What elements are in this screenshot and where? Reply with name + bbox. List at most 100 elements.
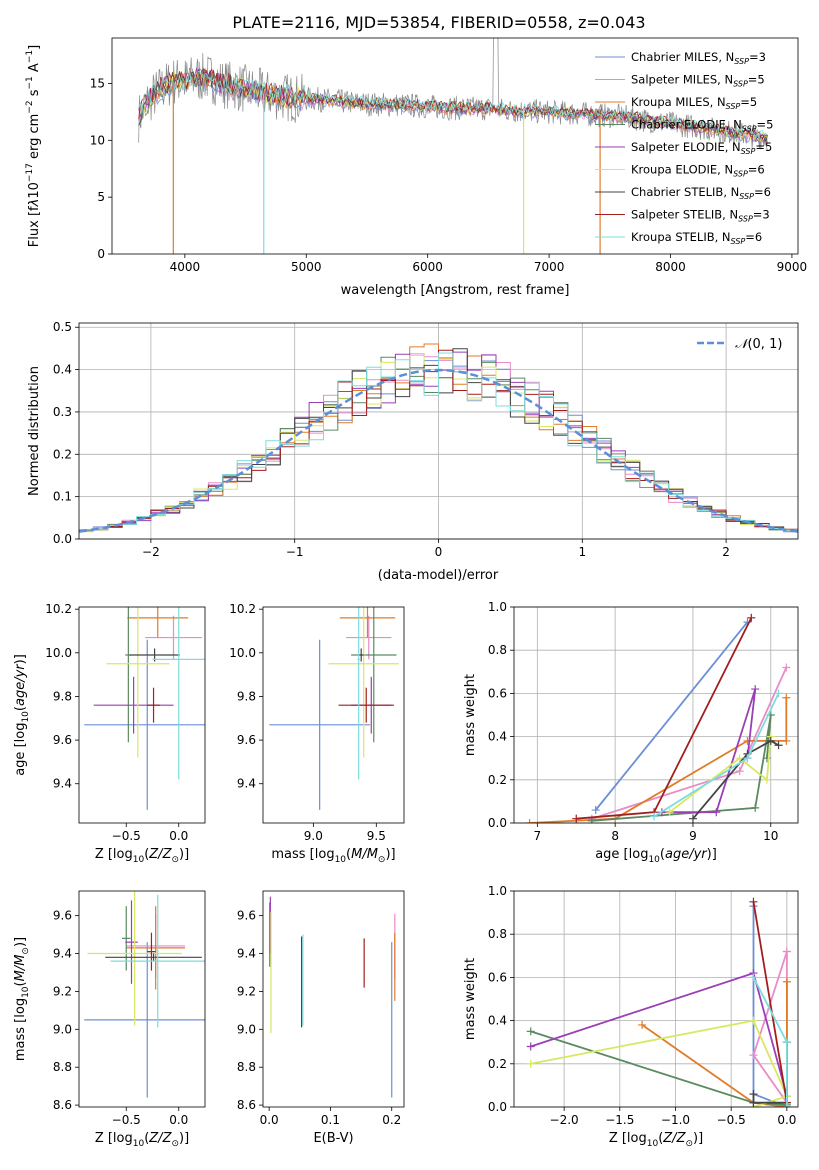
spectrum-x-axis-label: wavelength [Angstrom, rest frame] xyxy=(341,283,570,298)
y-tick-label: 10.2 xyxy=(229,602,256,616)
x-tick-label: 0.1 xyxy=(321,1113,340,1127)
y-tick-label: 0.8 xyxy=(488,643,507,657)
errorbar-point xyxy=(147,932,156,971)
mass_vs_ebv-x-axis-label: E(B-V) xyxy=(313,1131,353,1146)
legend-entry-label: Kroupa STELIB, NSSP=6 xyxy=(631,230,762,246)
residual-histogram-step xyxy=(79,352,798,531)
residuals-x-axis-label: (data-model)/error xyxy=(378,568,499,583)
errorbar-point xyxy=(339,607,396,638)
errorbar-point xyxy=(126,906,186,990)
chart-layer: 4000 5000 6000 7000 8000 9000051015wavelength… xyxy=(13,37,807,1149)
y-tick-label: 10 xyxy=(90,133,105,147)
mass-weight-marker xyxy=(751,803,760,812)
mass-weight-marker xyxy=(749,1016,758,1025)
x-tick-label: 7000 xyxy=(534,260,565,274)
errorbar-point xyxy=(338,687,394,723)
errorbar-point xyxy=(87,891,182,1026)
errorbar-point xyxy=(328,607,399,758)
axes-frame xyxy=(78,322,799,540)
mass-weight-marker xyxy=(774,741,783,750)
x-tick-label: 10 xyxy=(763,829,778,843)
errorbar-point xyxy=(105,953,202,962)
mass-weight-marker xyxy=(526,1059,535,1068)
mass-weight-marker xyxy=(782,977,791,986)
legend-entry-label: Chabrier ELODIE, NSSP=5 xyxy=(631,118,773,134)
legend-entry-label: Kroupa MILES, NSSP=5 xyxy=(631,95,757,111)
mass-weight-line xyxy=(653,693,780,818)
massweight_vs_age-y-axis-label: mass weight xyxy=(463,674,478,756)
mass-weight-marker xyxy=(591,806,600,815)
spectrum-model-line xyxy=(138,69,768,140)
y-tick-label: 0.5 xyxy=(53,320,72,334)
mass-weight-line xyxy=(530,1019,789,1107)
mass-weight-marker xyxy=(526,1027,535,1036)
x-tick-label: 7 xyxy=(534,829,542,843)
legend-entry-label: Salpeter STELIB, NSSP=3 xyxy=(631,208,770,224)
x-tick-label: 4000 xyxy=(170,260,201,274)
spectrum-y-axis-label: Flux [fλ10−17 erg cm−2 s−1 A−1] xyxy=(25,45,42,247)
y-tick-label: 1.0 xyxy=(488,600,507,614)
massweight_vs_age-plot-area xyxy=(525,613,791,823)
errorbar-point xyxy=(93,676,174,734)
x-tick-label: −1 xyxy=(286,545,304,559)
x-tick-label: −0.5 xyxy=(112,1113,141,1127)
age_vs_Z-x-axis-label: Z [log10(Z/Z⊙)] xyxy=(95,847,189,865)
mass-weight-marker xyxy=(762,775,771,784)
errorbar-point xyxy=(351,607,397,743)
age_vs_Z-axes: −0.5 0.0 9.4 9.6 9.8 10.0 10.2 Z [log10(Z/Z⊙)] a… xyxy=(13,602,206,865)
mass-weight-marker xyxy=(782,693,791,702)
legend-entry-label: Salpeter ELODIE, NSSP=5 xyxy=(631,140,772,156)
y-tick-label: 8.6 xyxy=(53,1098,72,1112)
errorbar-point xyxy=(152,607,205,780)
y-tick-label: 0.2 xyxy=(488,1057,507,1071)
mass-weight-marker xyxy=(749,973,758,982)
x-tick-label: 5000 xyxy=(291,260,322,274)
mass-weight-marker xyxy=(638,1020,647,1029)
mass-weight-marker xyxy=(749,1090,758,1099)
x-tick-label: −2.0 xyxy=(550,1113,579,1127)
mass-weight-marker xyxy=(747,613,756,622)
errorbar-point xyxy=(122,906,131,971)
y-tick-label: 9.2 xyxy=(53,984,72,998)
mass_vs_Z-axes: −0.5 0.0 8.6 8.8 9.0 9.2 9.4 9.6 Z [log10(Z/Z⊙)]… xyxy=(13,890,206,1149)
axes-frame xyxy=(513,606,799,824)
mass-weight-line xyxy=(530,971,788,1097)
mass-weight-marker xyxy=(735,754,744,763)
y-tick-label: 0.4 xyxy=(488,730,507,744)
mass-weight-marker xyxy=(749,1098,758,1107)
massweight_vs_age-axes: 7 8 9 10 0.0 0.2 0.4 0.6 0.8 1.0 age [log10(age/yr… xyxy=(463,600,799,865)
axes-frame xyxy=(78,890,206,1108)
x-tick-label: 0.0 xyxy=(260,1113,279,1127)
x-tick-label: 8 xyxy=(611,829,619,843)
x-tick-label: 0.2 xyxy=(382,1113,401,1127)
y-tick-label: 9.4 xyxy=(53,947,72,961)
massweight_vs_Z-y-axis-label: mass weight xyxy=(463,958,478,1040)
mass-weight-marker xyxy=(749,1051,758,1060)
y-tick-label: 0.2 xyxy=(488,773,507,787)
y-tick-label: 0.0 xyxy=(488,816,507,830)
y-tick-label: 10.0 xyxy=(229,646,256,660)
age_vs_mass-axes: 9.0 9.5 9.4 9.6 9.8 10.0 10.2 mass [log10(M/M⊙)… xyxy=(229,602,405,865)
residuals-plot-area xyxy=(79,343,798,533)
mass_vs_Z-y-axis-label: mass [log10(M/M⊙)] xyxy=(13,937,31,1061)
y-tick-label: 10.0 xyxy=(45,646,72,660)
mass_vs_ebv-axes: 0.0 0.1 0.2 8.6 8.8 9.0 9.2 9.4 9.6 E(B-V) xyxy=(237,890,405,1146)
x-tick-label: −1.0 xyxy=(661,1113,690,1127)
residuals-y-axis-label: Normed distribution xyxy=(27,366,42,496)
mass_vs_ebv-plot-area xyxy=(269,896,396,1098)
mass-weight-marker xyxy=(735,767,744,776)
y-tick-label: 0.3 xyxy=(53,405,72,419)
mass-weight-marker xyxy=(525,819,534,823)
axes-frame xyxy=(111,37,799,255)
y-tick-label: 9.8 xyxy=(237,689,256,703)
normal-distribution-curve xyxy=(79,368,798,533)
x-tick-label: −0.5 xyxy=(112,829,141,843)
legend-entry-label: Chabrier MILES, NSSP=3 xyxy=(631,50,766,66)
mass-weight-line xyxy=(530,1030,787,1106)
axes-frame xyxy=(262,606,405,824)
y-tick-label: 0 xyxy=(97,247,105,261)
y-tick-label: 9.6 xyxy=(53,909,72,923)
y-tick-label: 0.0 xyxy=(488,1100,507,1114)
mass-weight-marker xyxy=(526,1042,535,1051)
y-tick-label: 0.8 xyxy=(488,927,507,941)
